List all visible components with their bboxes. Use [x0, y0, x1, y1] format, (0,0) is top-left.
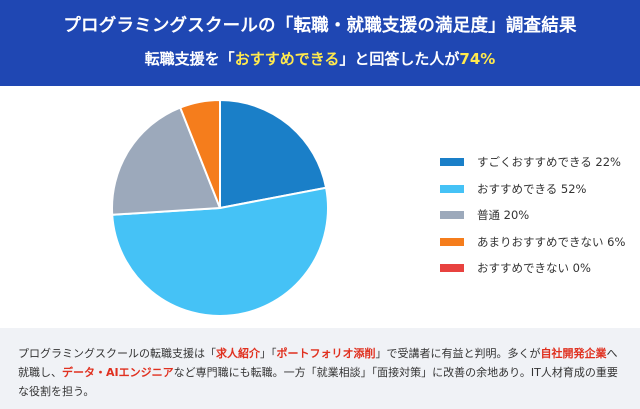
legend-label: 普通 20%: [477, 208, 530, 223]
pie-slice-2: [111, 106, 222, 216]
legend-swatch: [440, 184, 464, 193]
legend-label: あまりおすすめできない 6%: [477, 234, 626, 249]
pie-chart: [111, 98, 329, 317]
legend-item-2: 普通 20%: [440, 202, 625, 229]
legend-label: すごくおすすめできる 22%: [477, 155, 621, 170]
summary-highlight-job-referral: 求人紹介: [216, 347, 260, 360]
summary-highlight-data-ai-engineer: データ・AIエンジニア: [62, 366, 174, 379]
subtitle-highlight: おすすめできる: [234, 50, 340, 68]
legend-item-0: すごくおすすめできる 22%: [440, 149, 625, 176]
summary-text-2: 」「: [260, 347, 277, 360]
legend-swatch: [440, 158, 464, 167]
pie-slice-1: [111, 186, 329, 317]
legend-label: おすすめできる 52%: [477, 181, 587, 196]
summary-text-4: へ就職し、: [18, 347, 618, 379]
page-subtitle: 転職支援を「おすすめできる」と回答した人が74%: [0, 48, 640, 69]
summary-highlight-portfolio-review: ポートフォリオ添削: [276, 347, 376, 360]
pie-slice-3: [178, 98, 221, 209]
subtitle-text-before: 転職支援を「: [144, 50, 235, 68]
legend-item-1: おすすめできる 52%: [440, 176, 625, 203]
summary-footer: プログラミングスクールの転職支援は「求人紹介」「ポートフォリオ添削」で受講者に有…: [0, 328, 640, 409]
legend-item-4: おすすめできない 0%: [440, 255, 625, 282]
pie-slice-0: [219, 98, 328, 210]
subtitle-text-middle: 」と回答した人が: [339, 50, 460, 68]
summary-text: プログラミングスクールの転職支援は「求人紹介」「ポートフォリオ添削」で受講者に有…: [18, 344, 624, 401]
summary-highlight-in-house-dev: 自社開発企業: [540, 347, 607, 360]
summary-text-1: プログラミングスクールの転職支援は「: [18, 347, 216, 360]
legend-swatch: [440, 211, 464, 220]
page-title: プログラミングスクールの「転職・就職支援の満足度」調査結果: [63, 16, 577, 36]
chart-legend: すごくおすすめできる 22% おすすめできる 52% 普通 20% あまりおすすめでき…: [440, 149, 625, 282]
subtitle-percent: 74%: [459, 50, 496, 68]
header-banner: プログラミングスクールの「転職・就職支援の満足度」調査結果 転職支援を「おすすめ…: [0, 0, 640, 86]
legend-swatch: [440, 264, 464, 273]
summary-text-5: など専門職にも転職。一方「就業相談」「面接対策」に改善の余地あり。IT人材育成の…: [18, 366, 618, 398]
legend-swatch: [440, 237, 464, 246]
legend-label: おすすめできない 0%: [477, 261, 591, 276]
summary-text-3: 」で受講者に有益と判明。多くが: [375, 347, 541, 360]
legend-item-3: あまりおすすめできない 6%: [440, 229, 625, 256]
